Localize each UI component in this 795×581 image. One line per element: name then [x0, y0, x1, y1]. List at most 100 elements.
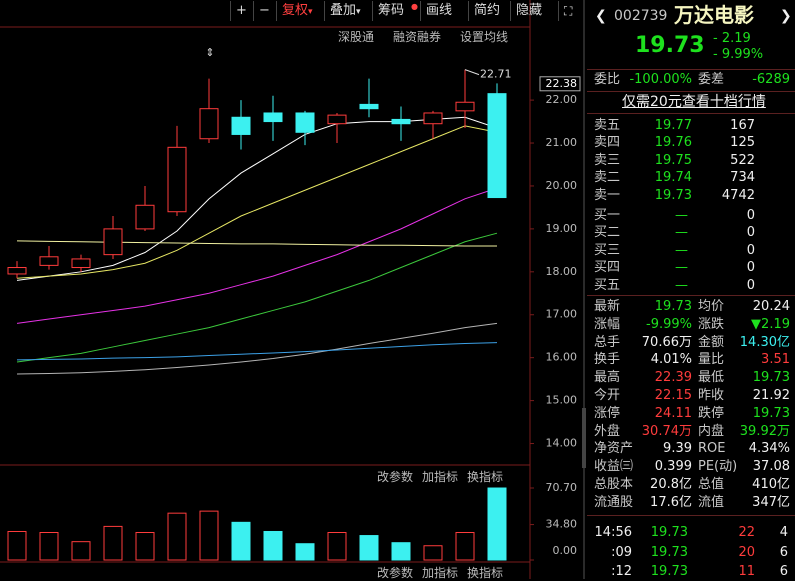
ma-line: [16, 232, 498, 363]
volume-bar: [7, 530, 27, 561]
weibi-cell: -6289: [752, 72, 790, 87]
candle-body: [71, 258, 91, 269]
stat-label: 外盘: [594, 423, 621, 439]
toolbar-button[interactable]: −: [253, 1, 277, 21]
stat-value: 21.92: [752, 388, 790, 403]
tick-cell: 19.73: [650, 564, 688, 579]
stat-value: 20.24: [752, 299, 790, 314]
volume-bar: [423, 545, 443, 561]
book-label: 买二: [594, 225, 621, 241]
toolbar-button[interactable]: 筹码: [372, 1, 421, 21]
volume-bar: [103, 525, 123, 561]
y-tick-label: 20.00: [546, 179, 578, 192]
stat-value: 39.92万: [739, 423, 790, 439]
indicator-link[interactable]: 加指标: [422, 470, 459, 484]
toolbar-button[interactable]: 复权▾: [276, 1, 325, 21]
y-tick-label: 21.00: [546, 136, 578, 149]
y-tick-label: 0.00: [553, 544, 578, 557]
stat-value: ▼2.19: [751, 316, 790, 332]
book-volume: 0: [746, 225, 755, 241]
stat-value: 14.30亿: [739, 334, 790, 350]
stat-value: 0.399: [654, 459, 692, 475]
candle-body: [231, 116, 251, 135]
stat-value: 70.66万: [641, 334, 692, 350]
ma-line: [16, 322, 498, 375]
fullscreen-button[interactable]: ⛶: [558, 1, 577, 21]
book-price: 19.74: [654, 170, 692, 186]
chart-link[interactable]: 融资融券: [393, 30, 442, 44]
nav-icon: ❮: [595, 8, 607, 24]
toolbar-button[interactable]: 画线: [420, 1, 469, 21]
stat-value: 22.39: [654, 370, 692, 386]
book-label: 买五: [594, 277, 621, 293]
stock-name: 万达电影: [674, 3, 754, 27]
book-price: 19.75: [654, 152, 692, 168]
volume-bar: [135, 532, 155, 561]
stat-value: 4.34%: [748, 441, 790, 457]
weibi-cell: -100.00%: [629, 72, 692, 87]
stat-value: 37.08: [752, 459, 790, 475]
indicator-link[interactable]: 换指标: [467, 566, 504, 580]
ma-line: [16, 125, 498, 279]
volume-bar: [455, 532, 475, 561]
high-marker-label: 22.71: [480, 68, 512, 81]
book-label: 卖二: [594, 170, 621, 186]
indicator-link[interactable]: 换指标: [467, 470, 504, 484]
stat-value: 19.73: [654, 299, 692, 314]
chart-area: ⇕ 22.00 21.00 20.00 19.00 18.00 17.00 16.00 15.…: [0, 0, 586, 579]
weibi-cell: 委差: [698, 72, 725, 87]
book-price: 19.76: [654, 135, 692, 151]
candle-body: [327, 114, 347, 125]
stat-label: ROE: [698, 441, 726, 457]
candle-body: [359, 103, 379, 110]
stat-value: 30.74万: [641, 423, 692, 439]
indicator-link[interactable]: 改参数: [377, 566, 414, 580]
book-label: 买一: [594, 208, 621, 223]
toolbar-button[interactable]: 叠加▾: [324, 1, 373, 21]
book-volume: 0: [746, 208, 755, 223]
dropdown-icon: ▾: [308, 7, 313, 17]
stat-value: 17.6亿: [650, 494, 692, 510]
stat-label: 今开: [594, 388, 621, 403]
tick-cell: 19.73: [650, 544, 688, 560]
stat-label: 金额: [698, 334, 725, 350]
last-price: 19.73: [635, 33, 705, 58]
volume-bar: [231, 521, 251, 561]
book-label: 买四: [594, 260, 621, 276]
stat-label: 最新: [594, 299, 621, 314]
tick-cell: 6: [779, 564, 788, 579]
toolbar-button[interactable]: +: [230, 1, 254, 21]
y-tick-label: 19.00: [546, 222, 578, 235]
stat-value: 3.51: [761, 352, 790, 368]
book-price: 19.77: [654, 118, 692, 133]
chart-link[interactable]: 深股通: [338, 30, 375, 44]
candle-body: [167, 146, 187, 213]
stat-value: 22.15: [654, 388, 692, 403]
book-label: 买三: [594, 242, 621, 258]
scroll-handle[interactable]: [582, 408, 586, 468]
volume-bar: [167, 512, 187, 561]
indicator-link[interactable]: 改参数: [377, 470, 414, 484]
tick-cell: 11: [738, 564, 755, 579]
volume-bar: [39, 532, 59, 561]
dropdown-icon: ▾: [356, 7, 361, 17]
stat-label: 流值: [698, 494, 725, 510]
chart-link[interactable]: 设置均线: [460, 30, 509, 44]
stat-label: 涨跌: [698, 316, 725, 332]
toolbar-button[interactable]: 简约: [468, 1, 517, 21]
candle-body: [135, 204, 155, 230]
toolbar-button[interactable]: 隐藏: [510, 1, 561, 21]
separator: [587, 515, 795, 516]
book-label: 卖五: [594, 118, 621, 133]
promo-link[interactable]: 仅需20元查看十档行情: [622, 94, 766, 110]
candle-body: [487, 93, 507, 199]
stat-label: 净资产: [594, 441, 634, 457]
candle-body: [103, 228, 123, 256]
volume-bar: [327, 532, 347, 561]
y-tick-label: 70.70: [546, 481, 578, 494]
y-tick-label: 17.00: [546, 308, 578, 321]
volume-bar: [295, 543, 315, 561]
indicator-link[interactable]: 加指标: [422, 566, 459, 580]
separator: [587, 69, 795, 70]
ma-line: [16, 116, 498, 281]
